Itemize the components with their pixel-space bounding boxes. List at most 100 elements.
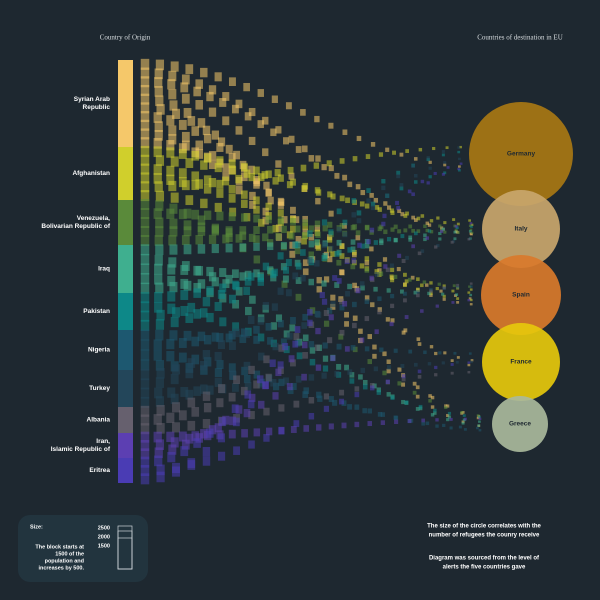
flow-block [467,363,471,367]
flow-block [461,420,465,424]
flow-block [316,424,322,431]
flow-block [401,330,406,335]
flow-block [277,361,284,369]
flow-block [338,333,344,340]
flow-block [231,269,239,278]
flow-block [339,269,345,276]
flow-block [339,243,345,250]
flow-block [443,351,447,355]
flow-block [283,137,289,145]
flow-block [430,413,435,417]
destination-title: Countries of destination in EU [477,34,563,42]
flow-block [154,86,163,97]
flow-block [408,224,413,229]
flow-block [308,397,315,404]
flow-block [323,405,330,412]
flows [140,58,482,485]
flow-block [404,400,409,405]
flow-block [272,392,279,400]
flow-block [334,370,340,377]
flow-block [389,274,394,279]
flow-block [377,207,382,212]
flow-block [140,244,150,256]
legend-box [18,515,148,582]
flow-block [155,217,164,229]
flow-block [422,280,427,284]
origin-bar [118,330,133,370]
flow-block [180,290,189,300]
flow-block [400,212,405,217]
flow-block [191,180,200,191]
flow-block [390,318,395,323]
flow-block [181,74,190,85]
flow-block [293,420,300,428]
flow-block [228,330,236,340]
flow-block [364,203,370,209]
flow-block [443,221,447,225]
flow-block [342,231,348,238]
flow-block [426,156,430,160]
flow-block [222,172,230,181]
flow-block [275,126,282,134]
flow-block [393,348,398,353]
destination-circle [481,255,561,335]
flow-block [397,208,402,214]
flow-block [328,396,334,403]
flow-block [229,166,237,175]
flow-block [467,371,471,374]
flow-block [386,392,391,397]
flow-block [416,337,421,342]
flow-block [367,408,373,414]
flow-block [460,410,464,414]
flow-block [270,322,277,330]
flow-block [435,424,439,428]
flow-block [356,135,362,142]
flow-block [425,421,430,426]
origin-label: Pakistan [83,308,110,315]
flow-block [233,375,241,385]
flow-block [140,102,150,114]
flow-block [140,423,150,435]
flow-block [330,193,336,200]
flow-block [374,271,380,277]
flow-block [187,458,196,468]
flow-block [168,125,177,136]
flow-block [229,370,237,379]
flow-block [286,383,293,391]
flow-block [350,224,356,231]
flow-block [235,126,243,135]
flow-block [470,233,473,236]
flow-block [140,292,150,304]
flow-block [154,273,163,285]
flow-block [373,197,379,203]
flow-block [200,198,208,209]
flow-block [169,226,178,237]
flow-block [315,311,322,318]
flow-block [377,268,382,273]
flow-block [401,377,406,382]
flow-block [294,225,301,233]
flow-block [453,237,457,241]
flow-block [407,189,412,194]
flow-block [469,298,473,302]
flow-block [442,284,446,288]
flow-block [442,286,446,290]
flow-block [206,91,214,102]
legend-block [117,537,133,570]
flow-block [168,257,177,268]
flow-block [248,165,255,174]
flow-block [228,153,236,162]
flow-block [426,181,430,185]
flow-block [247,315,255,325]
flow-block [248,393,256,402]
origin-bar [118,407,133,433]
flow-block [437,282,441,286]
flow-block [478,420,481,423]
flow-block [315,198,321,205]
flow-block [355,288,361,294]
flow-block [169,244,178,255]
flow-block [235,99,243,109]
origin-bar [118,433,133,458]
flow-block [243,329,250,338]
flow-block [206,385,214,395]
